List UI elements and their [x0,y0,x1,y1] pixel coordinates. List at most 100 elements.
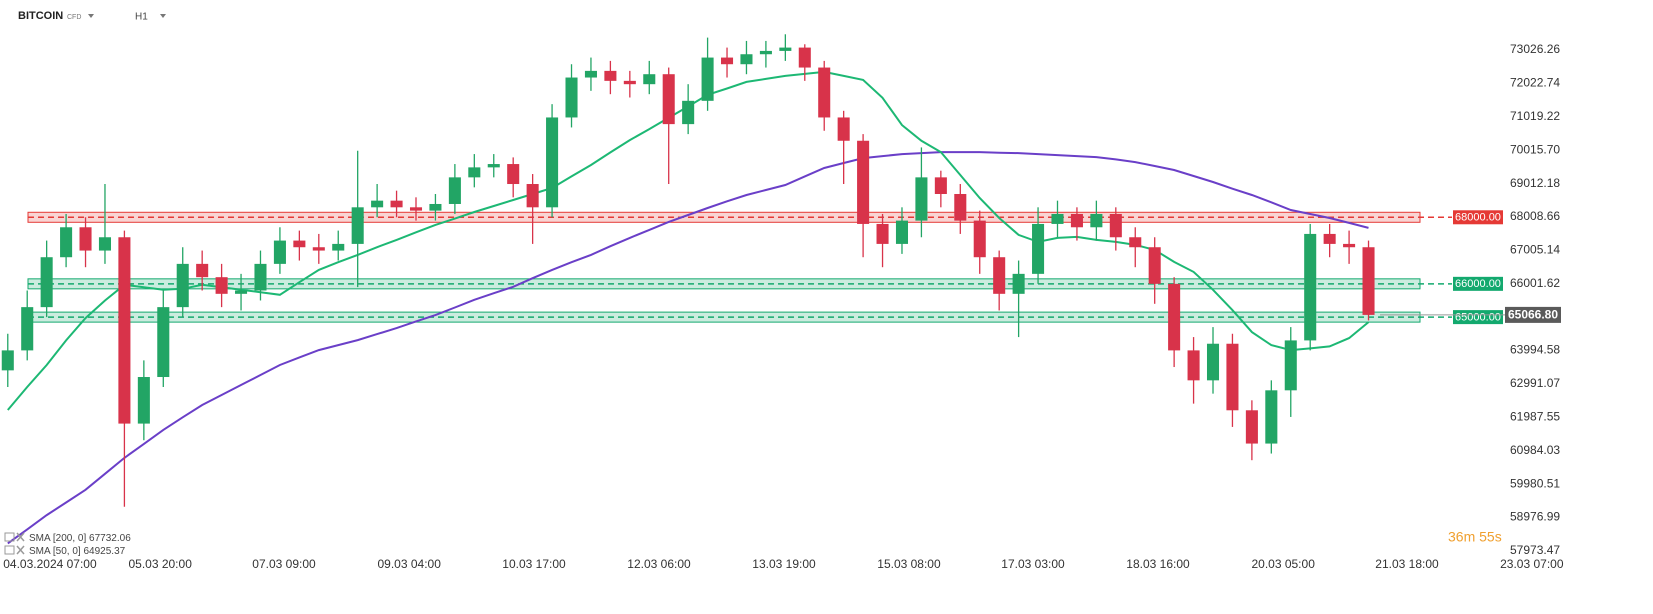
candle-body [1,350,14,371]
x-tick-label: 18.03 16:00 [1126,557,1190,571]
y-tick-label: 70015.70 [1510,142,1560,156]
legend-sma200: SMA [200, 0] 67732.06 [29,533,131,544]
levels: 68000.00 66000.00 65000.00 [27,210,1505,325]
level-label: 65000.00 [1455,312,1501,324]
level-label: 68000.00 [1455,212,1501,224]
candle-body [235,290,248,294]
candle-body [98,237,111,251]
candle-body [390,200,403,208]
y-tick-label: 71019.22 [1510,109,1560,123]
candle-body [429,203,442,211]
icon[interactable] [16,545,25,555]
candle-body [837,117,850,141]
candle-body [157,307,170,378]
candle-body [662,74,675,125]
icon[interactable] [16,532,25,542]
candle-body [1206,343,1220,381]
candle-body [468,167,481,178]
symbol-type: CFD [67,14,81,21]
candle-body [1187,350,1200,381]
timeframe[interactable]: H1 [135,12,148,23]
candle-body [1245,410,1258,444]
level-tag [1453,276,1503,291]
legend-value: 64925.37 [83,546,125,557]
candle-body [1032,223,1045,274]
icon[interactable] [4,532,15,542]
candle-body [895,220,909,244]
dropdown-arrow[interactable] [88,14,94,18]
candles [1,34,1375,507]
legend-icons[interactable] [4,532,25,555]
candle-body [215,277,228,294]
candle-body [332,243,345,251]
candle-body [973,220,986,258]
x-tick-label: 23.03 07:00 [1500,557,1564,571]
candle-body [273,240,286,264]
x-tick-label: 13.03 19:00 [752,557,816,571]
x-tick-label: 20.03 05:00 [1251,557,1315,571]
candle-body [40,257,53,308]
candle-body [448,177,461,204]
legend-sma50: SMA [50, 0] 64925.37 [29,546,126,557]
y-tick-label: 68008.66 [1510,209,1560,223]
candle-body [954,193,967,221]
last-price-label: 65066.80 [1508,308,1558,322]
candle-body [1168,283,1181,351]
candle-body [487,164,500,168]
x-tick-label: 15.03 08:00 [877,557,941,571]
x-tick-label: 05.03 20:00 [128,557,192,571]
candle-body [409,207,423,211]
x-tick-label: 07.03 09:00 [252,557,316,571]
candle-body [759,50,772,55]
candle-body [79,227,92,251]
candle-body [565,77,578,118]
candle-body [196,263,209,278]
candle-body [1226,343,1239,411]
candle-body [604,70,617,81]
candle-body [137,377,150,424]
candle-body [876,223,889,244]
level-tag [1453,310,1503,325]
x-tick-label: 09.03 04:00 [377,557,441,571]
y-tick-label: 73026.26 [1510,42,1560,56]
axes: 73026.26 72022.74 71019.22 70015.70 69012.18… [3,42,1564,571]
candle-body [118,237,131,424]
candle-body [798,47,811,68]
legend-value: 67732.06 [89,533,131,544]
candle-body [1284,340,1297,391]
level-tag [1453,210,1503,225]
x-tick-label: 21.03 18:00 [1375,557,1439,571]
candle-body [934,177,947,194]
candle-body [21,307,34,351]
y-tick-label: 60984.03 [1510,443,1560,457]
icon[interactable] [4,545,15,555]
candle-body [857,140,870,224]
candle-body [818,67,831,118]
candle-body [1070,213,1083,228]
dropdown-arrow[interactable] [160,14,166,18]
candle-body [584,70,597,78]
x-tick-label: 04.03.2024 07:00 [3,557,97,571]
y-tick-label: 59980.51 [1510,476,1560,490]
candle-body [254,263,267,291]
candle-timer: 36m 55s [1448,529,1502,545]
y-tick-label: 58976.99 [1510,510,1560,524]
y-tick-label: 72022.74 [1510,76,1560,90]
legend-name: SMA [50, 0] [29,546,81,557]
x-tick-label: 12.03 06:00 [627,557,691,571]
symbol[interactable]: BITCOIN [18,10,63,22]
candle-body [1343,243,1356,248]
y-tick-label: 62991.07 [1510,376,1560,390]
candle-body [371,200,384,208]
x-tick-label: 17.03 03:00 [1001,557,1065,571]
candle-body [60,227,73,258]
candle-body [643,74,656,85]
candle-body [312,247,325,251]
candle-body [1265,390,1278,444]
candle-body [1012,273,1025,294]
candle-body [779,47,792,51]
candle-body [1051,213,1064,224]
last-price-tag [1505,306,1561,323]
candle-body [176,263,189,308]
x-tick-label: 10.03 17:00 [502,557,566,571]
